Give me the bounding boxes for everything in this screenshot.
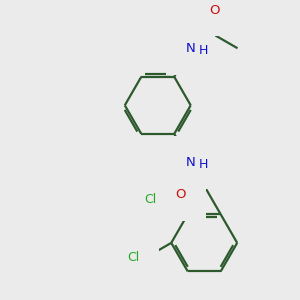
Text: Cl: Cl xyxy=(128,251,140,264)
Text: Cl: Cl xyxy=(144,193,156,206)
Text: O: O xyxy=(209,4,219,16)
Text: H: H xyxy=(199,158,208,171)
Text: N: N xyxy=(186,156,196,169)
Text: N: N xyxy=(186,42,196,55)
Text: H: H xyxy=(199,44,208,57)
Text: O: O xyxy=(176,188,186,201)
